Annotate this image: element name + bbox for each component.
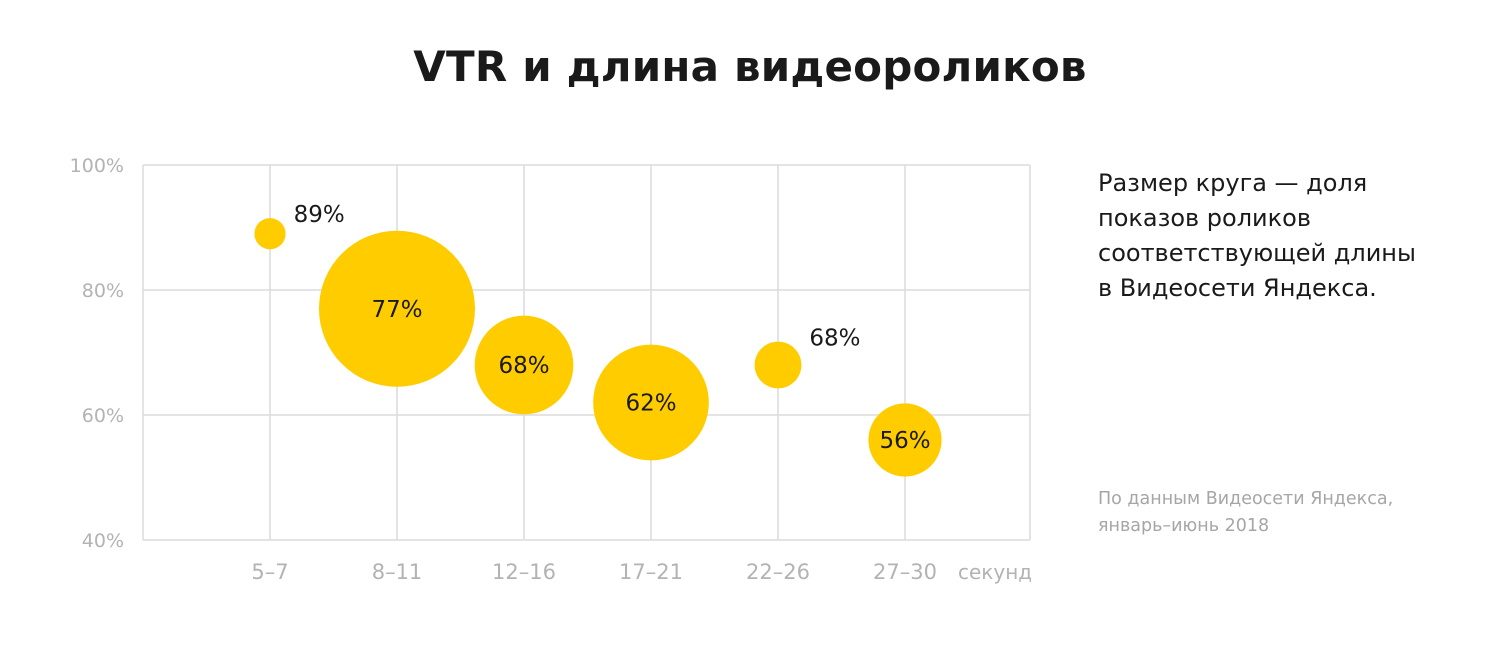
bubble-size-note-line: соответствующей длины <box>1098 239 1416 267</box>
y-tick-label: 80% <box>82 280 124 302</box>
x-tick-label: 17–21 <box>619 560 683 584</box>
bubble <box>474 315 574 415</box>
data-label: 56% <box>879 428 930 454</box>
bubble <box>868 403 942 477</box>
x-axis-ticks: 5–7 8–11 12–16 17–21 22–26 27–30 секунд <box>251 560 1032 584</box>
y-axis-ticks: 100% 80% 60% 40% <box>70 155 124 552</box>
bubble <box>593 344 709 461</box>
x-tick-label: 8–11 <box>372 560 423 584</box>
bubble-size-note-line: показов роликов <box>1098 204 1311 232</box>
x-tick-label: 12–16 <box>492 560 556 584</box>
data-label: 89% <box>294 202 345 228</box>
source-note-line: По данным Видеосети Яндекса, <box>1098 489 1394 509</box>
bubbles <box>254 218 942 477</box>
source-note-line: январь–июнь 2018 <box>1098 516 1270 536</box>
y-tick-label: 60% <box>82 405 124 427</box>
bubble-size-note-line: в Видеосети Яндекса. <box>1098 274 1377 302</box>
chart-title: VTR и длина видеороликов <box>413 42 1087 91</box>
data-label: 77% <box>371 297 422 323</box>
source-note: По данным Видеосети Яндекса, январь–июнь… <box>1098 486 1478 540</box>
x-tick-label: 22–26 <box>746 560 810 584</box>
x-tick-label: 5–7 <box>251 560 288 584</box>
x-axis-unit-label: секунд <box>958 560 1032 584</box>
x-tick-label: 27–30 <box>873 560 937 584</box>
y-tick-label: 100% <box>70 155 124 177</box>
y-tick-label: 40% <box>82 530 124 552</box>
data-label: 68% <box>498 353 549 379</box>
bubble-size-note-line: Размер круга — доля <box>1098 169 1368 197</box>
data-label: 68% <box>809 326 860 352</box>
bubble-size-note: Размер круга — доля показов роликов соот… <box>1098 166 1458 306</box>
data-labels: 89% 77% 68% 62% 68% 56% <box>294 202 931 454</box>
bubble <box>254 218 286 250</box>
grid-lines <box>142 164 1031 541</box>
bubble <box>319 230 475 387</box>
bubble <box>754 341 802 389</box>
data-label: 62% <box>625 391 676 417</box>
